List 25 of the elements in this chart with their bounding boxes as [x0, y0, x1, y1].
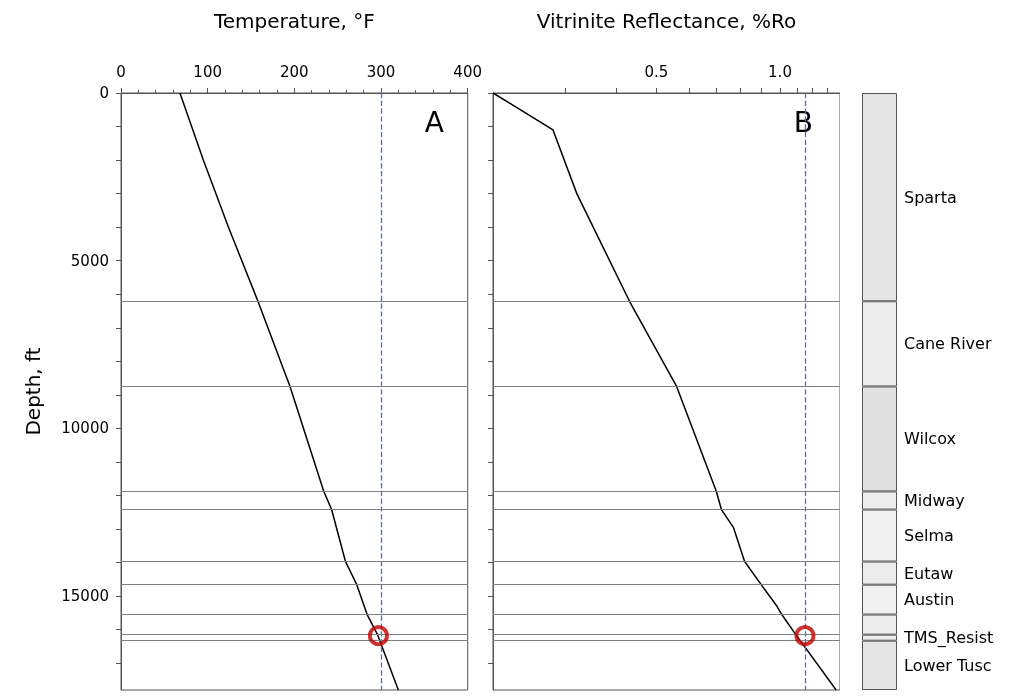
annotation: B — [793, 105, 814, 139]
x-tick-label: 0 — [116, 62, 126, 81]
annotation: A — [424, 105, 444, 139]
x-tick-label: 1.0 — [768, 62, 792, 81]
series-label: Eutaw — [904, 563, 954, 583]
series-label: Cane River — [904, 334, 992, 354]
series-label: Midway — [904, 491, 965, 510]
x-axis-title: Vitrinite Reflectance, %Ro — [536, 9, 797, 33]
series-label: Lower Tusc — [904, 655, 992, 675]
series-label: TMS_Resist — [903, 628, 994, 649]
y-tick-label: 0 — [99, 84, 109, 102]
y-tick-label: 5000 — [70, 251, 109, 270]
series-label: Selma — [904, 526, 954, 546]
x-tick-label: 100 — [193, 62, 222, 81]
series-label: Austin — [904, 590, 955, 610]
x-tick-label: 300 — [366, 62, 396, 81]
x-tick-label: 0.5 — [644, 62, 669, 81]
x-tick-label: 400 — [453, 62, 483, 81]
x-tick-label: 200 — [280, 62, 309, 81]
y-tick-label: 15000 — [61, 587, 109, 606]
y-axis-title: Depth, ft — [21, 347, 45, 436]
series-label: Sparta — [904, 187, 957, 207]
x-axis-title: Temperature, °F — [212, 9, 375, 33]
series-label: Wilcox — [904, 429, 956, 449]
y-tick-label: 10000 — [61, 419, 109, 438]
